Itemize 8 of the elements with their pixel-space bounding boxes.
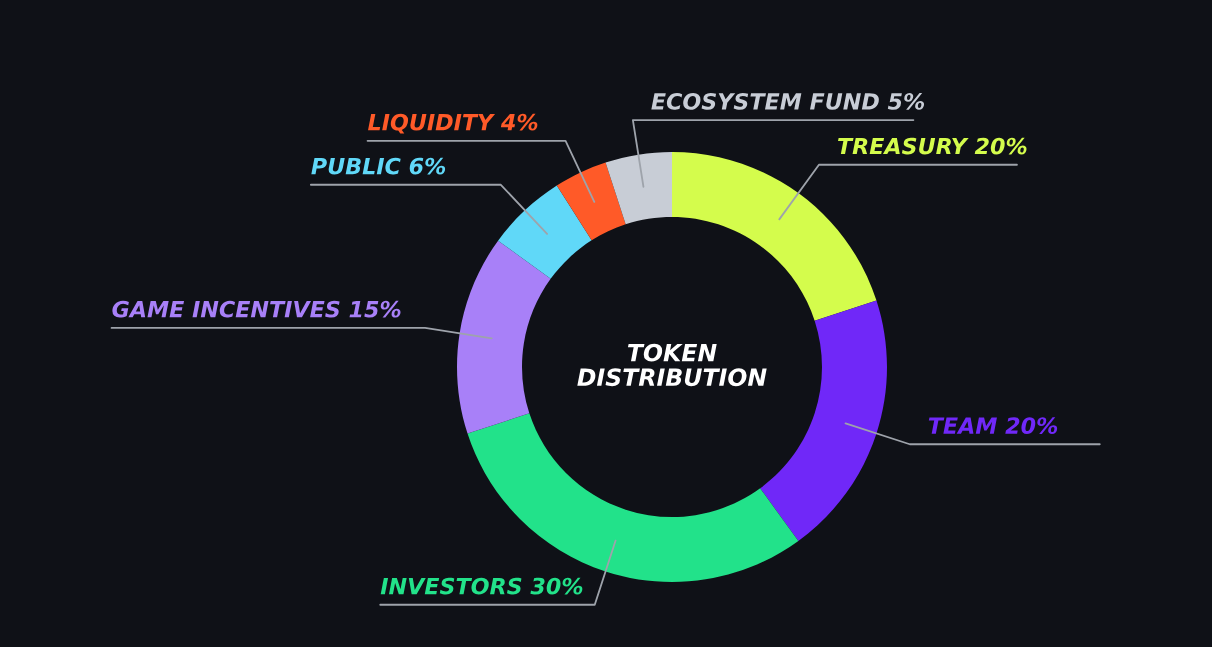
slice-label: PUBLIC 6% (311, 157, 446, 175)
text: TOKEN DISTRIBUTION (577, 343, 767, 387)
slice-label: ECOSYSTEM FUND 5% (651, 92, 925, 110)
slice-label: GAME INCENTIVES 15% (112, 300, 401, 318)
slice-label: TREASURY 20% (838, 137, 1027, 155)
slice-label: TEAM 20% (928, 417, 1058, 434)
slice-label: INVESTORS 30% (380, 577, 583, 595)
slice-label: LIQUIDITY 4% (368, 113, 538, 134)
